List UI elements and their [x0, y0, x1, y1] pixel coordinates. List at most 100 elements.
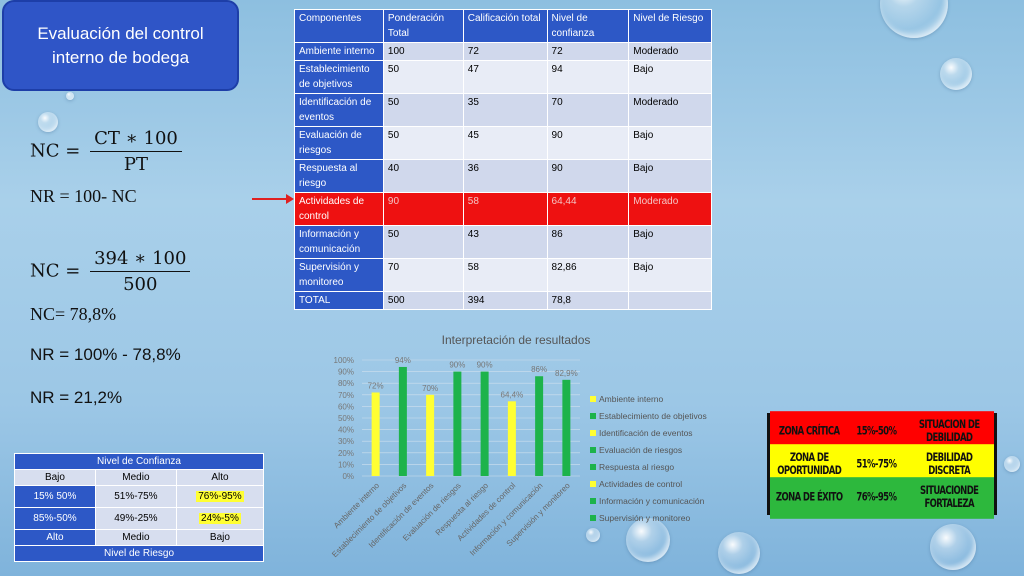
nc-fraction: CT ∗ 100 PT — [90, 128, 182, 175]
confidence-header-cell: Alto — [175, 469, 265, 486]
table-row: Identificación de eventos 50 35 70 Moder… — [294, 93, 712, 127]
component-cell: Identificación de eventos — [294, 93, 384, 127]
table-row: Evaluación de riesgos 50 45 90 Bajo — [294, 126, 712, 160]
legend-entry: Ambiente interno — [599, 394, 664, 404]
risk-cell: 49%-25% — [94, 507, 177, 530]
legend-swatch — [590, 481, 596, 487]
table-cell: 50 — [382, 126, 464, 160]
table-cell: 82,86 — [546, 258, 630, 292]
bubble-decoration — [38, 112, 58, 132]
legend-swatch — [590, 447, 596, 453]
header-cell: Calificación total — [462, 9, 548, 43]
confidence-table: Nivel de Confianza Bajo Medio Alto 15% 5… — [14, 453, 265, 562]
table-cell: 500 — [382, 291, 464, 310]
table-row-highlighted: Actividades de control 90 58 64,44 Moder… — [294, 192, 712, 226]
confidence-header-cell: Bajo — [14, 469, 96, 486]
risk-title: Nivel de Riesgo — [14, 545, 264, 562]
table-cell: 394 — [462, 291, 548, 310]
legend-swatch — [590, 515, 596, 521]
table-header-row: Componentes Ponderación Total Calificaci… — [294, 9, 712, 43]
y-tick-label: 70% — [338, 391, 354, 400]
component-cell: Actividades de control — [294, 192, 384, 226]
table-row: Información y comunicación 50 43 86 Bajo — [294, 225, 712, 259]
bar — [562, 379, 571, 476]
header-cell: Nivel de confianza — [546, 9, 630, 43]
confidence-title: Nivel de Confianza — [14, 453, 264, 470]
data-label: 64,4% — [501, 390, 524, 399]
table-cell: 50 — [382, 60, 464, 94]
table-cell: 70 — [546, 93, 630, 127]
bubble-decoration — [1004, 456, 1020, 472]
chart-title: Interpretación de resultados — [442, 333, 591, 347]
table-cell — [628, 291, 712, 310]
legend-swatch — [590, 413, 596, 419]
bubble-decoration — [940, 58, 972, 90]
components-table: Componentes Ponderación Total Calificaci… — [294, 9, 712, 310]
highlighted-value: 76%-95% — [196, 491, 244, 502]
data-label: 82,9% — [555, 369, 578, 378]
data-label: 90% — [477, 361, 493, 370]
y-tick-label: 40% — [338, 426, 354, 435]
legend-entry: Identificación de eventos — [599, 428, 693, 438]
bar — [371, 392, 380, 476]
zone-situation: SITUACIONDE FORTALEZA — [904, 477, 994, 519]
zone-label: ZONA DE ÉXITO — [770, 477, 849, 519]
bar — [535, 376, 544, 476]
table-cell: 58 — [462, 192, 548, 226]
table-cell: 43 — [462, 225, 548, 259]
bar — [453, 371, 462, 476]
zone-row: ZONA DE ÉXITO 76%-95% SITUACIONDE FORTAL… — [770, 477, 994, 519]
bubble-decoration — [718, 532, 760, 574]
table-cell: 47 — [462, 60, 548, 94]
component-cell: Establecimiento de objetivos — [294, 60, 384, 94]
data-label: 72% — [368, 381, 384, 390]
legend-entry: Establecimiento de objetivos — [599, 411, 707, 421]
nr-result: NR = 21,2% — [30, 388, 123, 407]
table-cell: 86 — [546, 225, 630, 259]
confidence-header-cell: Medio — [94, 469, 177, 486]
table-row: Ambiente interno 100 72 72 Moderado — [294, 42, 712, 61]
y-tick-label: 100% — [334, 356, 354, 365]
nc-label: NC = — [30, 140, 81, 162]
highlight-arrow — [252, 194, 294, 204]
y-tick-label: 60% — [338, 402, 354, 411]
table-cell: 45 — [462, 126, 548, 160]
zone-row: ZONA CRÍTICA 15%-50% SITUACION DE DEBILI… — [770, 411, 994, 453]
y-tick-label: 80% — [338, 379, 354, 388]
highlighted-value: 24%-5% — [199, 513, 241, 524]
table-cell: 90 — [546, 126, 630, 160]
nc2-label: NC = — [30, 260, 81, 282]
table-cell: 50 — [382, 225, 464, 259]
results-chart: Interpretación de resultados 0% 10% 20% 30%… — [330, 333, 707, 559]
table-cell: 90 — [382, 192, 464, 226]
y-tick-label: 30% — [338, 437, 354, 446]
nc2-denominator: 500 — [123, 274, 158, 295]
risk-footer-cell: Medio — [94, 529, 177, 546]
confidence-cell: 51%-75% — [94, 485, 177, 508]
nc-formula: NC = CT ∗ 100 PT — [30, 128, 182, 175]
table-cell: 70 — [382, 258, 464, 292]
table-row: Respuesta al riesgo 40 36 90 Bajo — [294, 159, 712, 193]
risk-cell: 24%-5% — [175, 507, 265, 530]
table-cell: Moderado — [628, 42, 712, 61]
risk-footer-cell: Alto — [14, 529, 96, 546]
legend-entry: Información y comunicación — [599, 496, 705, 506]
category-label: Ambiente interno — [332, 481, 382, 531]
table-cell: Bajo — [628, 126, 712, 160]
bubble-decoration — [930, 524, 976, 570]
data-label: 86% — [531, 365, 547, 374]
component-cell: Información y comunicación — [294, 225, 384, 259]
table-cell: 58 — [462, 258, 548, 292]
header-cell: Componentes — [294, 9, 384, 43]
legend-swatch — [590, 396, 596, 402]
bar — [480, 371, 489, 476]
legend-swatch — [590, 498, 596, 504]
table-cell: 36 — [462, 159, 548, 193]
table-cell: Moderado — [628, 192, 712, 226]
confidence-cell: 15% 50% — [14, 485, 96, 508]
table-cell: 72 — [462, 42, 548, 61]
table-cell: Bajo — [628, 60, 712, 94]
table-row: Establecimiento de objetivos 50 47 94 Ba… — [294, 60, 712, 94]
table-cell: Bajo — [628, 258, 712, 292]
data-label: 94% — [395, 356, 411, 365]
